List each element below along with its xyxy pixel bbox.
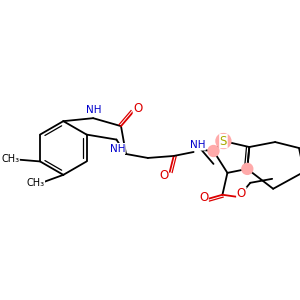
Circle shape xyxy=(216,134,231,148)
Text: NH: NH xyxy=(86,105,102,115)
Text: O: O xyxy=(199,191,208,204)
Circle shape xyxy=(242,164,253,174)
Circle shape xyxy=(208,146,219,157)
Text: NH: NH xyxy=(110,143,125,154)
Text: CH₃: CH₃ xyxy=(26,178,44,188)
Text: CH₃: CH₃ xyxy=(1,154,19,164)
Text: O: O xyxy=(237,187,246,200)
Text: O: O xyxy=(159,169,168,182)
Text: NH: NH xyxy=(190,140,205,150)
Text: O: O xyxy=(133,102,142,115)
Text: S: S xyxy=(220,135,227,148)
